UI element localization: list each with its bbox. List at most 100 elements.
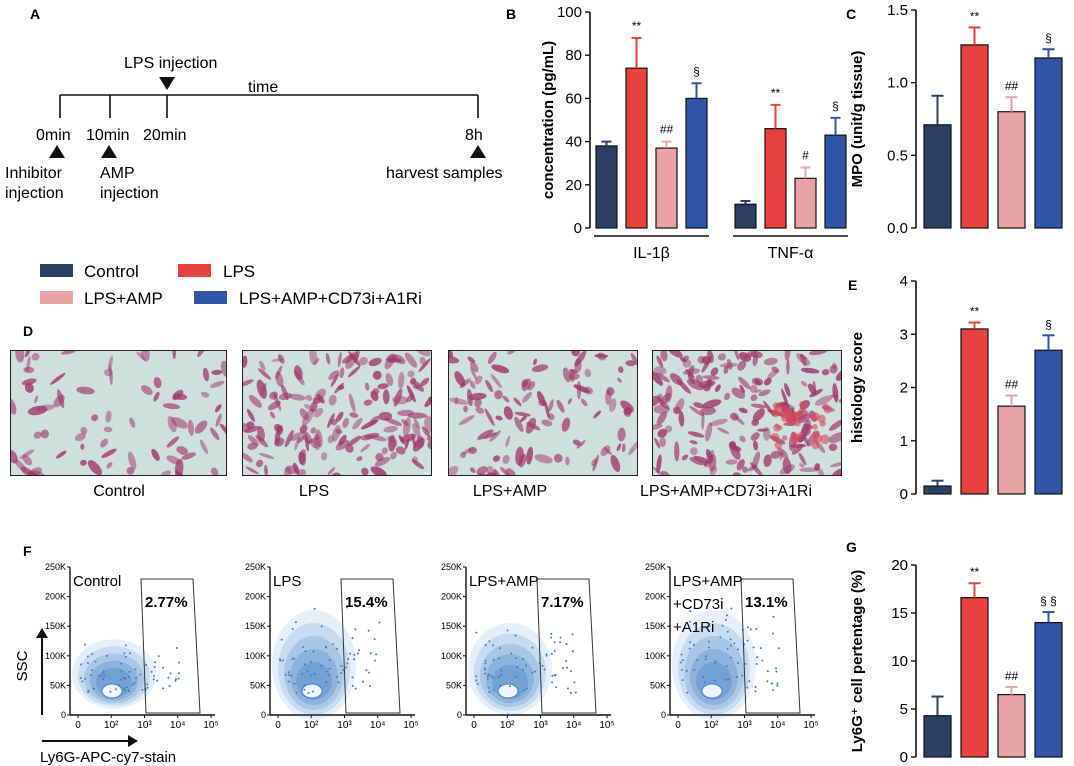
tissue-cell <box>259 452 275 459</box>
scatter-point <box>725 614 728 617</box>
tissue-cell <box>374 456 391 467</box>
inhibitor-label-line2: injection <box>5 185 64 202</box>
tissue-cell <box>264 464 268 475</box>
tissue-cell <box>565 456 570 466</box>
flow-x-tick-label: 10³ <box>137 720 152 731</box>
scatter-point <box>117 684 120 687</box>
bar-control <box>923 124 952 229</box>
flow-x-tick-label: 10⁴ <box>370 720 385 731</box>
scatter-point <box>770 682 773 685</box>
flow-y-tick-label: 250K <box>45 562 66 572</box>
tissue-hemorrhage <box>774 423 780 428</box>
tissue-cell <box>513 397 522 407</box>
tissue-cell <box>838 398 841 404</box>
lps-injection-arrow-icon <box>159 77 175 90</box>
scatter-point <box>729 638 732 641</box>
scatter-point <box>708 640 711 643</box>
tissue-cell <box>269 411 276 419</box>
tissue-cell <box>327 413 335 429</box>
tissue-cell <box>27 405 48 416</box>
tissue-cell <box>80 443 85 450</box>
scatter-point <box>328 674 331 677</box>
tissue-cell <box>784 351 791 361</box>
gate-polygon <box>140 578 201 714</box>
tissue-cell <box>764 377 772 386</box>
tissue-cell <box>531 364 549 372</box>
scatter-point <box>87 689 90 692</box>
scatter-point <box>81 680 84 683</box>
scatter-point <box>367 671 370 674</box>
tissue-cell <box>620 400 634 413</box>
flow-y-tick-label: 50K <box>250 680 266 690</box>
flow-x-tick-label: 10⁴ <box>566 720 581 731</box>
scatter-point <box>135 677 138 680</box>
scatter-point <box>369 652 372 655</box>
tissue-cell <box>467 356 476 363</box>
scatter-point <box>531 646 534 649</box>
tissue-cell <box>356 456 363 462</box>
scatter-point <box>127 689 130 692</box>
scatter-point <box>280 638 283 641</box>
tissue-cell <box>699 406 716 416</box>
tissue-cell <box>140 385 153 395</box>
bar-chart-e: 0 1 2 3 4 histology score ** ## § <box>849 273 1063 503</box>
tissue-cell <box>398 435 406 445</box>
tissue-hemorrhage <box>798 431 805 438</box>
scatter-point <box>559 636 562 639</box>
tissue-cell <box>460 451 466 459</box>
scatter-point <box>152 674 155 677</box>
tissue-cell <box>14 459 28 473</box>
tissue-cell <box>305 394 313 402</box>
scatter-point <box>755 628 758 631</box>
scatter-point <box>373 638 376 641</box>
y-tick-label: 1.0 <box>887 75 908 92</box>
histology-caption-lps: LPS <box>299 483 329 500</box>
tissue-cell <box>754 379 761 386</box>
tissue-cell <box>220 360 226 378</box>
tissue-cell <box>489 430 502 442</box>
tissue-cell <box>519 415 527 422</box>
scatter-point <box>541 664 544 667</box>
tissue-cell <box>592 454 599 472</box>
tissue-cell <box>544 400 550 419</box>
density-core <box>101 683 123 699</box>
scatter-point <box>730 607 733 610</box>
tissue-cell <box>492 455 501 462</box>
tissue-cell <box>259 360 266 371</box>
scatter-point <box>109 690 112 693</box>
scatter-point <box>378 621 381 624</box>
scatter-point <box>320 625 323 628</box>
tissue-cell <box>297 435 305 443</box>
tissue-cell <box>411 459 425 470</box>
tissue-hemorrhage <box>800 407 807 413</box>
tissue-cell <box>246 421 255 429</box>
tissue-cell <box>656 372 670 383</box>
bar-control <box>923 485 952 495</box>
tissue-hemorrhage <box>781 405 789 413</box>
tissue-cell <box>244 425 261 434</box>
tissue-cell <box>779 464 796 475</box>
tissue-cell <box>572 439 581 446</box>
scatter-point <box>724 618 727 621</box>
tissue-cell <box>426 436 431 444</box>
panel-label-g: G <box>846 539 857 555</box>
scatter-point <box>571 650 574 653</box>
tissue-cell <box>370 390 379 402</box>
flow-y-tick-label: 250K <box>441 562 462 572</box>
tissue-cell <box>505 468 516 475</box>
scatter-point <box>772 689 775 692</box>
scatter-point <box>337 681 340 684</box>
scatter-point <box>741 674 744 677</box>
scatter-point <box>281 659 284 662</box>
tissue-cell <box>404 352 418 368</box>
tissue-cell <box>486 472 494 475</box>
scatter-point <box>559 641 562 644</box>
scatter-point <box>727 678 730 681</box>
scatter-point <box>681 659 684 662</box>
scatter-point <box>692 643 695 646</box>
scatter-point <box>759 647 762 650</box>
tissue-cell <box>172 389 184 401</box>
tissue-cell <box>397 371 405 390</box>
scatter-point <box>702 675 705 678</box>
ssc-label: SSC <box>14 650 31 681</box>
